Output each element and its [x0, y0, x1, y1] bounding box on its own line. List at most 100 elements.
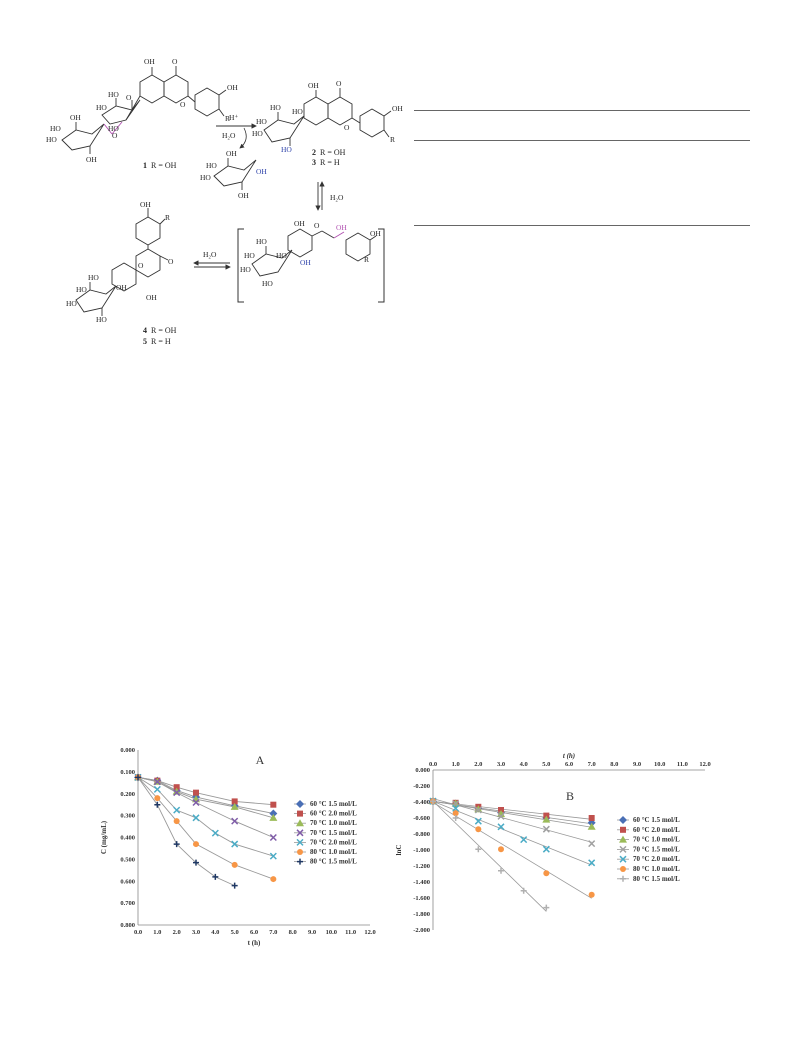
x-tick-label: 5.0 [231, 929, 239, 936]
y-tick-label: 0.300 [120, 813, 135, 820]
svg-text:OH: OH [226, 149, 237, 158]
data-point [193, 859, 199, 866]
svg-text:HO: HO [96, 315, 107, 324]
reagent-acid-label: H⁺ [229, 113, 238, 122]
x-tick-label: 12.0 [699, 761, 710, 768]
svg-text:HO: HO [50, 124, 61, 133]
data-point [230, 802, 239, 810]
y-tick-label: 0.000 [120, 747, 135, 754]
legend-label: 80 °C 1.0 mol/L [310, 848, 357, 856]
chart-b: 0.0 1.0 2.0 3.0 4.0 5.0 6.0 7.0 8.0 9.0 10.0 11.0 12… [395, 752, 711, 934]
svg-text:HO: HO [256, 237, 267, 246]
data-point [172, 787, 181, 795]
panel-label: B [566, 789, 574, 803]
data-point [154, 795, 161, 802]
data-point [542, 825, 550, 833]
svg-text:O: O [138, 261, 144, 270]
legend-label: 60 °C 2.0 mol/L [310, 810, 357, 818]
svg-text:HO: HO [240, 265, 251, 274]
legend-label: 70 °C 1.5 mol/L [310, 829, 357, 837]
data-point [588, 815, 595, 821]
data-point [587, 822, 596, 830]
data-point [269, 852, 277, 860]
y-tick-label: -2.000 [413, 927, 430, 934]
svg-text:HO: HO [206, 161, 217, 170]
y-tick-label: -0.200 [413, 783, 430, 790]
y-tick-label: -0.600 [413, 815, 430, 822]
x-tick-label: 3.0 [192, 929, 200, 936]
table-rule-top [414, 110, 750, 111]
svg-text:R: R [364, 255, 369, 264]
y-tick-label: -1.400 [413, 879, 430, 886]
legend-entry: 60 °C 1.5 mol/L [294, 800, 357, 808]
y-tick-label: 0.000 [415, 767, 430, 774]
data-point [269, 833, 277, 842]
legend-label: 80 °C 1.5 mol/L [633, 875, 680, 883]
x-tick-label: 7.0 [588, 761, 596, 768]
data-point [193, 841, 199, 848]
legend-marker [297, 858, 303, 865]
chart-axes: 0.0 1.0 2.0 3.0 4.0 5.0 6.0 7.0 8.0 9.0 10.0 11.0 12… [395, 752, 711, 934]
svg-text:HO: HO [292, 107, 303, 116]
data-point [497, 812, 505, 820]
data-point [270, 801, 277, 808]
intermediate-bracket [237, 228, 385, 303]
svg-text:OH: OH [392, 104, 403, 113]
table-rule-bottom [414, 225, 750, 226]
reagent-water-label-2: H₂O [330, 193, 344, 202]
series-line [137, 776, 274, 806]
fit-line [432, 800, 592, 866]
data-point [588, 859, 596, 867]
svg-text:OH: OH [336, 223, 347, 232]
legend-entry: 60 °C 1.5 mol/L [617, 816, 680, 824]
series-7 [430, 798, 550, 912]
legend-entry: 80 °C 1.5 mol/L [294, 858, 357, 866]
series-6 [430, 798, 595, 899]
legend-entry: 70 °C 2.0 mol/L [617, 855, 680, 863]
data-point [498, 867, 504, 874]
svg-text:HO: HO [256, 117, 267, 126]
released-sugar-labels: OH HO HO OH OH [200, 149, 267, 200]
y-tick-label: -1.600 [413, 895, 430, 902]
data-point [231, 861, 238, 868]
svg-text:OH: OH [146, 293, 157, 302]
fit-line [432, 801, 592, 899]
svg-text:O: O [314, 221, 320, 230]
legend-label: 60 °C 2.0 mol/L [633, 826, 680, 834]
x-axis-label: t (h) [248, 939, 261, 947]
data-point [211, 829, 219, 837]
data-point [173, 806, 181, 814]
svg-text:O: O [168, 257, 174, 266]
data-point [542, 845, 550, 853]
y-tick-label: 0.400 [120, 835, 135, 842]
x-tick-label: 5.0 [542, 761, 550, 768]
data-point [497, 823, 505, 831]
data-point [231, 882, 238, 889]
y-tick-label: -0.800 [413, 831, 430, 838]
fit-line [432, 798, 592, 843]
legend-marker [296, 829, 304, 837]
svg-text:HO: HO [200, 173, 211, 182]
svg-text:HO: HO [96, 103, 107, 112]
y-tick-label: -1.200 [413, 863, 430, 870]
data-point [153, 785, 161, 793]
legend-label: 70 °C 1.0 mol/L [310, 819, 357, 827]
svg-text:O: O [336, 79, 342, 88]
legend-label: 70 °C 1.5 mol/L [633, 845, 680, 853]
svg-text:HO: HO [262, 279, 273, 288]
x-tick-label: 12.0 [364, 929, 375, 936]
chart-axes: 0.0 1.0 2.0 3.0 4.0 5.0 6.0 7.0 8.0 9.0 10.0 11.0 12… [100, 747, 376, 947]
legend-entry: 80 °C 1.0 mol/L [294, 848, 357, 856]
svg-text:OH: OH [227, 83, 238, 92]
svg-text:HO: HO [46, 135, 57, 144]
x-tick-label: 11.0 [345, 929, 356, 936]
fit-line [432, 800, 592, 820]
svg-text:HO: HO [66, 299, 77, 308]
legend-entry: 70 °C 2.0 mol/L [294, 838, 357, 846]
svg-text:O: O [180, 100, 186, 109]
legend-label: 60 °C 1.5 mol/L [633, 816, 680, 824]
